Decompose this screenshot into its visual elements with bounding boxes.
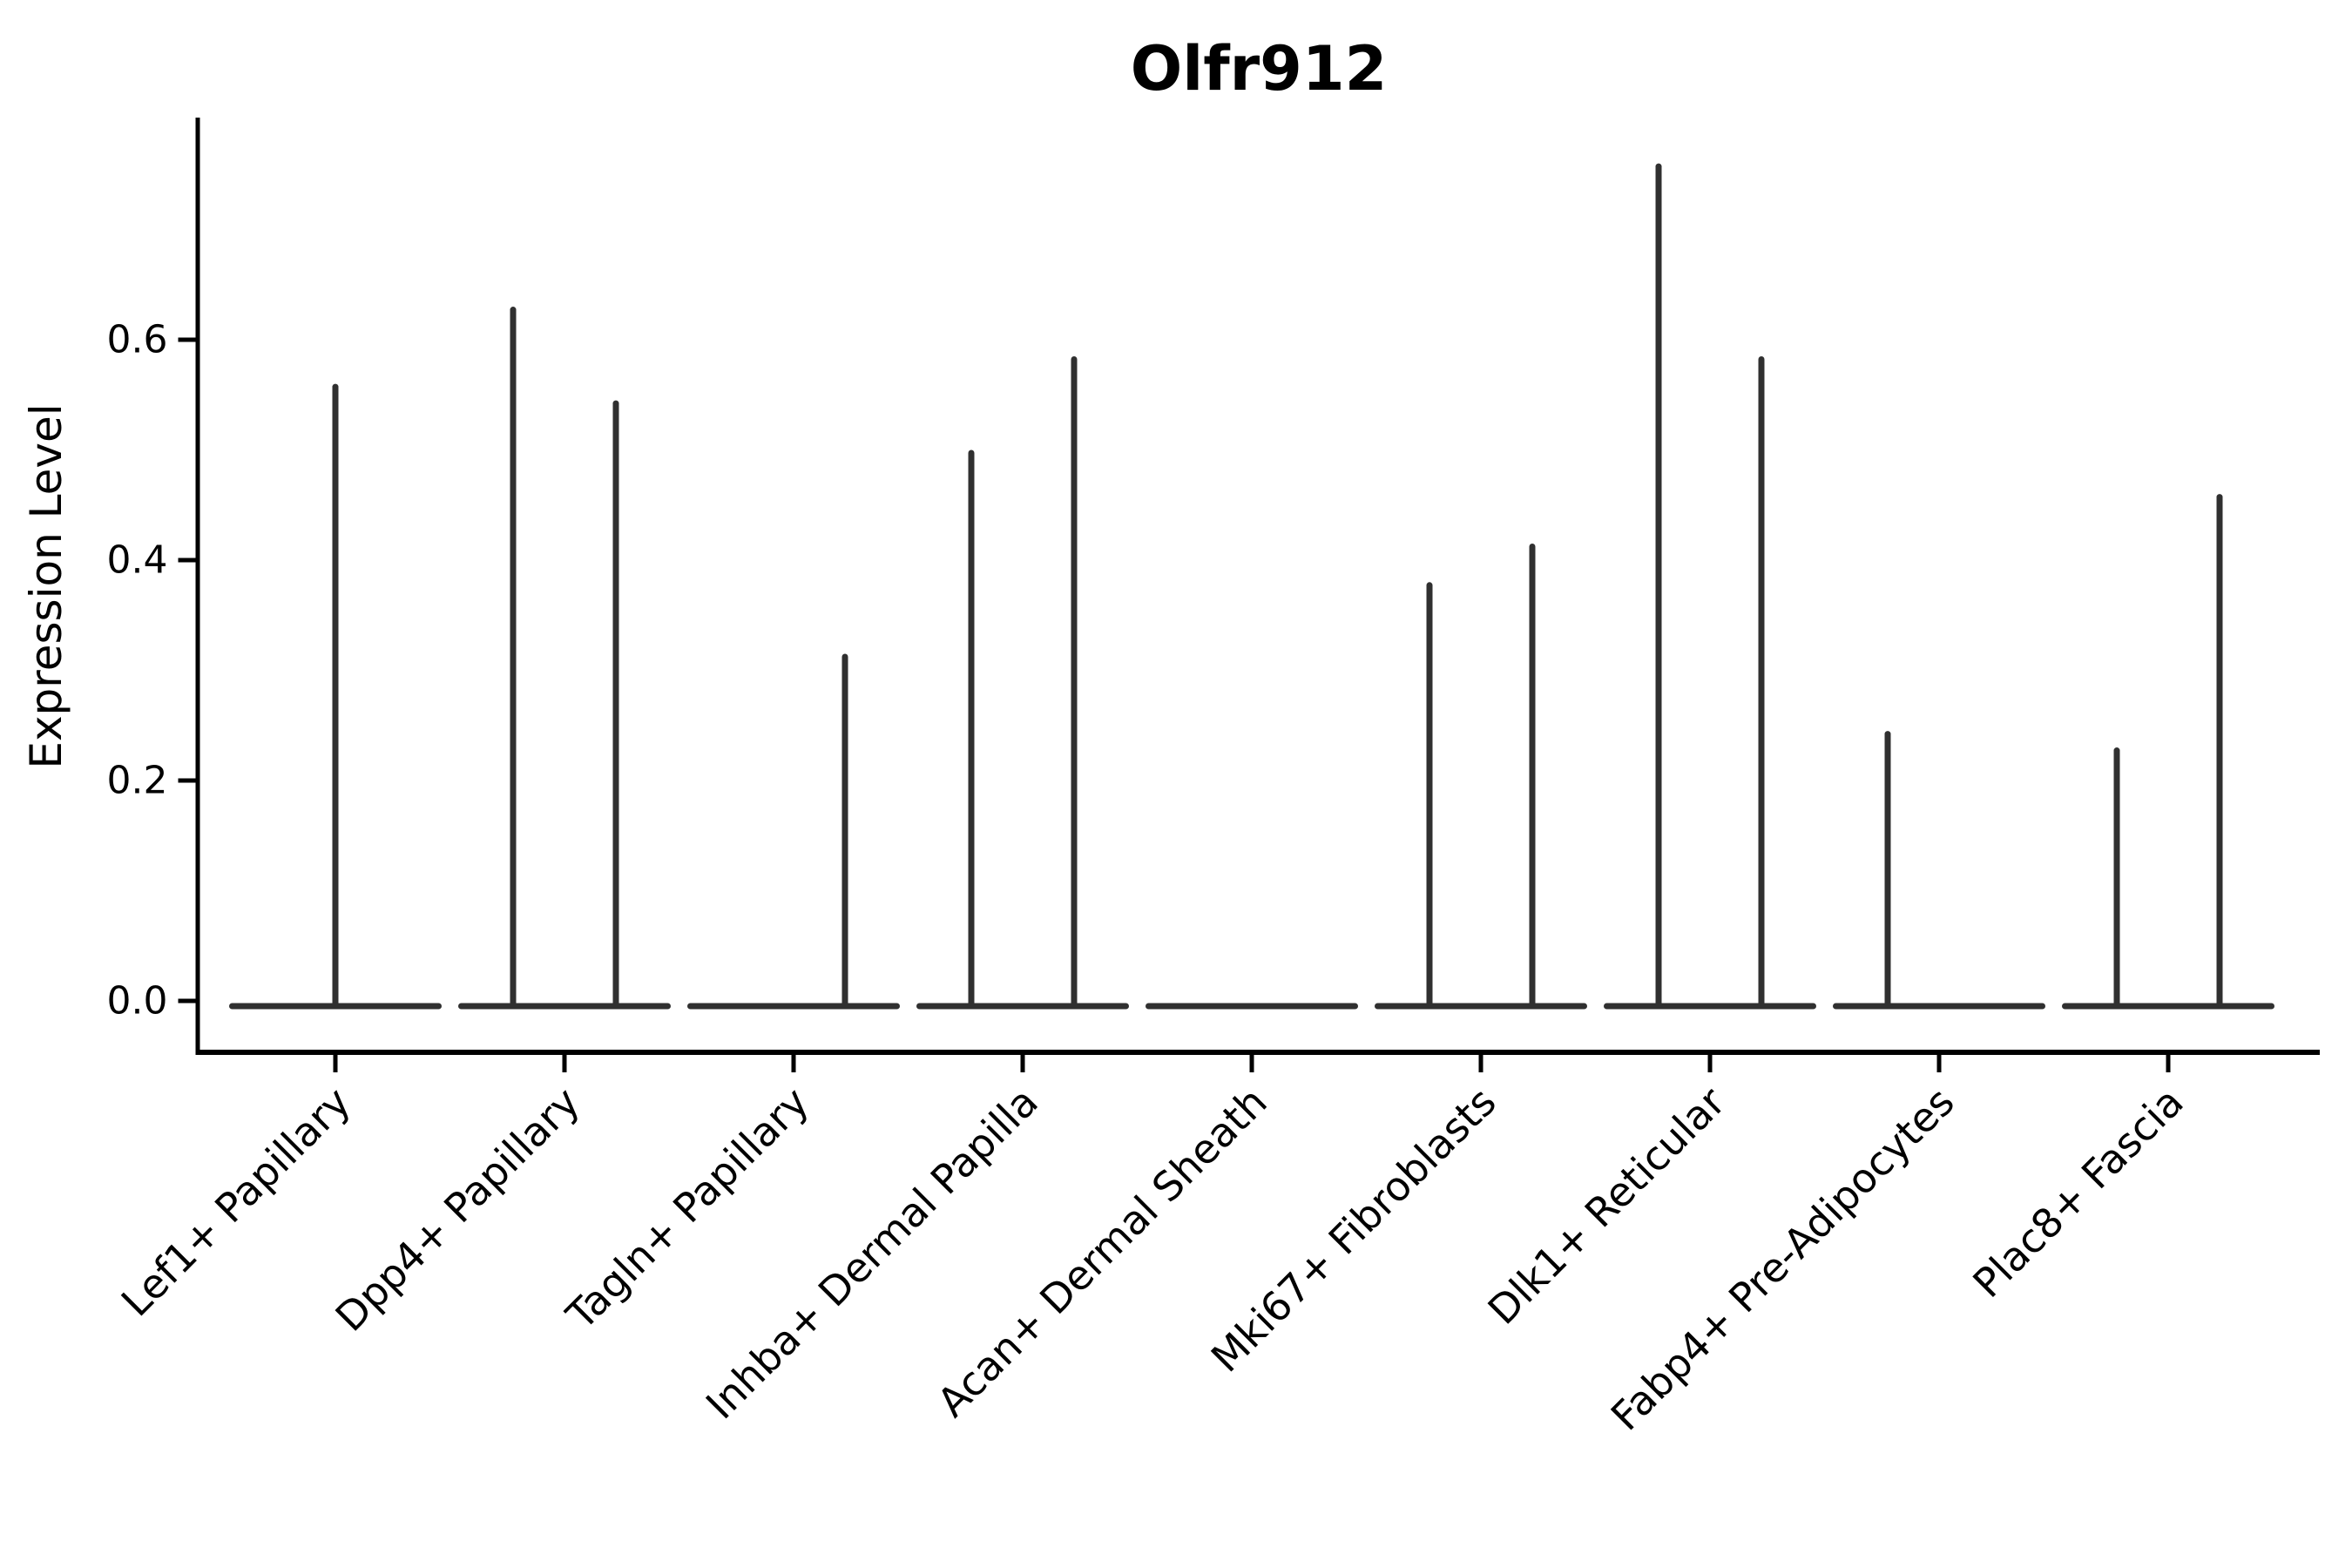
violin-spike: [1426, 582, 1433, 1006]
x-axis-category-label: Lef1+ Papillary: [112, 1078, 360, 1326]
violin-base: [1146, 1003, 1358, 1010]
x-tick: [791, 1055, 796, 1072]
x-axis-category-label: Plac8+ Fascia: [1963, 1078, 2192, 1307]
y-tick: [178, 778, 196, 783]
violin-spike: [1529, 544, 1536, 1006]
x-tick: [333, 1055, 338, 1072]
x-axis-category-label: Dlk1+ Reticular: [1479, 1078, 1734, 1334]
x-axis-category-label: Dpp4+ Papillary: [327, 1078, 589, 1341]
violin-base: [687, 1003, 900, 1010]
y-axis-label: Expression Level: [21, 403, 71, 768]
violin-spike: [841, 653, 848, 1006]
violin-base: [916, 1003, 1129, 1010]
x-tick: [1020, 1055, 1025, 1072]
violin-spike: [332, 383, 339, 1007]
x-axis-category-label: Tagln+ Papillary: [557, 1078, 818, 1340]
violin-spike: [1071, 355, 1078, 1007]
violin-base: [1604, 1003, 1816, 1010]
violin-spike: [1758, 355, 1765, 1007]
y-tick: [178, 998, 196, 1004]
violin-base: [1833, 1003, 2045, 1010]
x-axis-spine: [195, 1050, 2320, 1055]
violin-spike: [1884, 731, 1891, 1006]
violin-spike: [1655, 163, 1662, 1007]
violin-spike: [612, 400, 619, 1006]
violin-spike: [2113, 747, 2120, 1006]
violin-base: [2062, 1003, 2274, 1010]
y-axis-spine: [195, 118, 200, 1055]
x-tick: [1478, 1055, 1484, 1072]
violin-base: [458, 1003, 671, 1010]
x-tick: [1936, 1055, 1942, 1072]
violin-spike: [968, 449, 975, 1006]
x-tick: [562, 1055, 567, 1072]
y-tick: [178, 558, 196, 563]
y-tick: [178, 337, 196, 342]
chart-title: Olfr912: [1131, 33, 1388, 105]
y-tick-label: 0.0: [107, 979, 168, 1024]
x-tick: [1707, 1055, 1713, 1072]
violin-spike: [2216, 494, 2223, 1006]
y-tick-label: 0.4: [107, 538, 168, 583]
y-tick-label: 0.6: [107, 318, 168, 362]
violin-base: [1375, 1003, 1587, 1010]
y-tick-label: 0.2: [107, 759, 168, 803]
x-tick: [2166, 1055, 2171, 1072]
x-tick: [1249, 1055, 1254, 1072]
violin-spike: [510, 307, 517, 1006]
